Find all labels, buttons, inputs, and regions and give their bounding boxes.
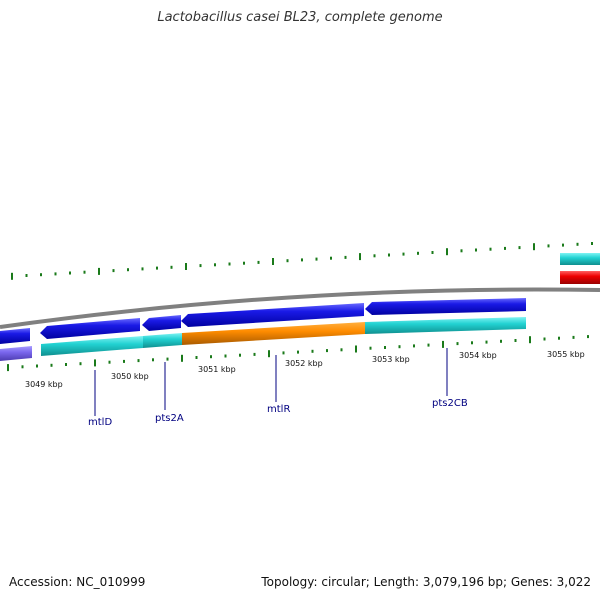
gene-block (41, 336, 143, 356)
gene-label-mtld: mtlD (88, 417, 112, 428)
kbp-label: 3055 kbp (547, 350, 585, 359)
kbp-label: 3050 kbp (111, 372, 149, 381)
gene-label-pts2a: pts2A (155, 413, 184, 424)
kbp-label: 3051 kbp (198, 365, 236, 374)
kbp-label: 3049 kbp (25, 380, 63, 389)
cds-arrow (142, 315, 181, 331)
genome-summary: Topology: circular; Length: 3,079,196 bp… (261, 575, 591, 589)
map-title: Lactobacillus casei BL23, complete genom… (157, 10, 443, 25)
lower-feature-track (0, 317, 526, 361)
cds-arrow (0, 328, 30, 344)
kbp-label: 3054 kbp (459, 351, 497, 360)
upper-feature-track (0, 298, 526, 344)
kbp-axis: 3049 kbp 3050 kbp 3051 kbp 3052 kbp 3053… (25, 350, 585, 389)
feature-block-other (0, 346, 32, 361)
gene-block (365, 317, 526, 334)
cds-arrow (365, 298, 526, 315)
inner-tick-track (7, 335, 589, 372)
kbp-label: 3053 kbp (372, 355, 410, 364)
rna-block (560, 271, 600, 284)
regulator-block (182, 322, 365, 345)
backbone-line (0, 287, 600, 329)
outer-tick-track (11, 242, 593, 280)
gene-labels: mtlD pts2A mtlR pts2CB (88, 348, 468, 428)
cds-arrow (181, 303, 364, 327)
gene-label-pts2cb: pts2CB (432, 398, 468, 409)
gene-block (560, 253, 600, 265)
right-edge-features (560, 253, 600, 284)
accession-label: Accession: NC_010999 (9, 575, 146, 589)
gene-label-mtlr: mtlR (267, 404, 290, 415)
kbp-label: 3052 kbp (285, 359, 323, 368)
cds-arrow (40, 318, 140, 339)
gene-block (143, 333, 182, 348)
